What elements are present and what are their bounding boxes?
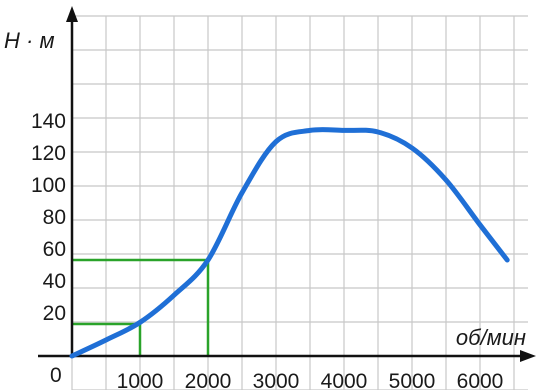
torque-curve	[69, 127, 510, 359]
origin-label: 0	[50, 364, 62, 387]
y-tick-label: 40	[43, 270, 66, 293]
axes	[38, 6, 536, 362]
y-axis-arrow	[66, 6, 78, 22]
y-axis-label: Н · м	[4, 28, 55, 53]
tick-labels: 20 40 60 80 100 120 140 1000 2000 3000 4000 5000 600…	[31, 110, 503, 390]
series	[69, 127, 510, 359]
x-tick-label: 4000	[321, 370, 368, 390]
y-tick-label: 140	[31, 110, 66, 133]
x-axis-label: об/мин	[456, 325, 526, 350]
y-tick-label: 20	[43, 302, 66, 325]
helper-lines	[72, 258, 210, 356]
x-tick-label: 3000	[253, 370, 300, 390]
y-tick-label: 80	[43, 206, 66, 229]
y-tick-label: 100	[31, 174, 66, 197]
y-tick-label: 60	[43, 238, 66, 261]
x-axis-arrow	[520, 350, 536, 362]
x-tick-label: 1000	[117, 370, 164, 390]
x-tick-label: 2000	[185, 370, 232, 390]
y-tick-label: 120	[31, 142, 66, 165]
x-tick-label: 6000	[457, 370, 504, 390]
grid	[71, 15, 528, 390]
x-tick-label: 5000	[389, 370, 436, 390]
